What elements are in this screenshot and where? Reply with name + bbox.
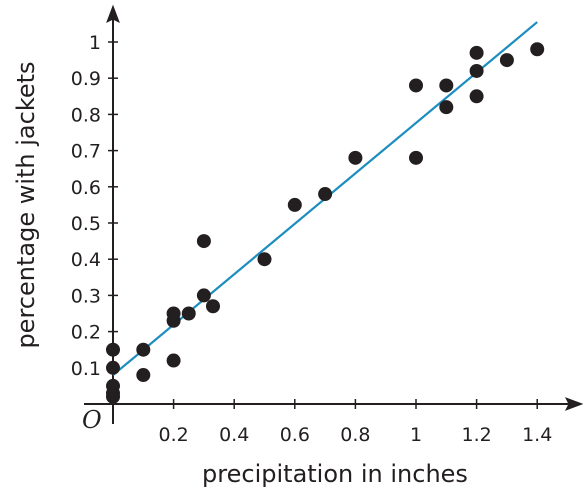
x-tick-label: 0.6: [280, 424, 310, 446]
y-tick-label: 1: [89, 32, 101, 54]
data-point: [287, 197, 302, 212]
y-tick-label: 0.8: [71, 104, 101, 126]
origin-label: O: [82, 406, 102, 434]
axes: [84, 4, 583, 424]
data-point: [106, 342, 120, 357]
data-point: [439, 100, 454, 115]
x-axis-title: precipitation in inches: [202, 460, 468, 488]
y-axis-title: percentage with jackets: [12, 61, 40, 348]
data-point: [439, 78, 454, 93]
x-axis-arrow: [564, 397, 583, 411]
data-point: [318, 187, 333, 202]
data-point: [205, 299, 220, 314]
data-point: [469, 45, 484, 60]
data-point: [196, 288, 211, 303]
data-point: [409, 78, 423, 93]
data-point: [106, 378, 120, 393]
data-points: [106, 42, 545, 404]
y-tick-label: 0.9: [71, 68, 101, 90]
y-axis-arrow: [106, 4, 120, 24]
data-point: [166, 306, 181, 321]
data-point: [196, 234, 211, 249]
y-tick-label: 0.2: [71, 322, 101, 344]
data-point: [257, 252, 272, 267]
x-tick-label: 1: [410, 424, 422, 446]
y-tick-label: 0.7: [71, 141, 101, 163]
data-point: [136, 342, 151, 357]
x-tick-label: 0.4: [219, 424, 249, 446]
data-point: [106, 360, 120, 375]
data-point: [499, 53, 514, 68]
x-tick-label: 1.4: [522, 424, 552, 446]
data-point: [136, 368, 151, 383]
data-point: [469, 63, 484, 78]
x-ticks: 0.2 0.4 0.6 0.8 1 1.2 1.4: [158, 399, 552, 446]
y-tick-label: 0.1: [71, 358, 101, 380]
data-point: [530, 42, 545, 57]
data-point: [409, 150, 423, 165]
y-tick-label: 0.4: [71, 249, 101, 271]
y-ticks: 0.1 0.2 0.3 0.4 0.5 0.6 0.7 0.8 0.9 1: [71, 32, 118, 380]
data-point: [469, 89, 484, 104]
y-tick-label: 0.3: [71, 285, 101, 307]
data-point: [181, 306, 196, 321]
x-tick-label: 0.2: [158, 424, 188, 446]
x-tick-label: 1.2: [461, 424, 491, 446]
y-tick-label: 0.5: [71, 213, 101, 235]
data-point: [166, 353, 181, 368]
data-point: [348, 150, 363, 165]
y-tick-label: 0.6: [71, 177, 101, 199]
x-tick-label: 0.8: [340, 424, 370, 446]
